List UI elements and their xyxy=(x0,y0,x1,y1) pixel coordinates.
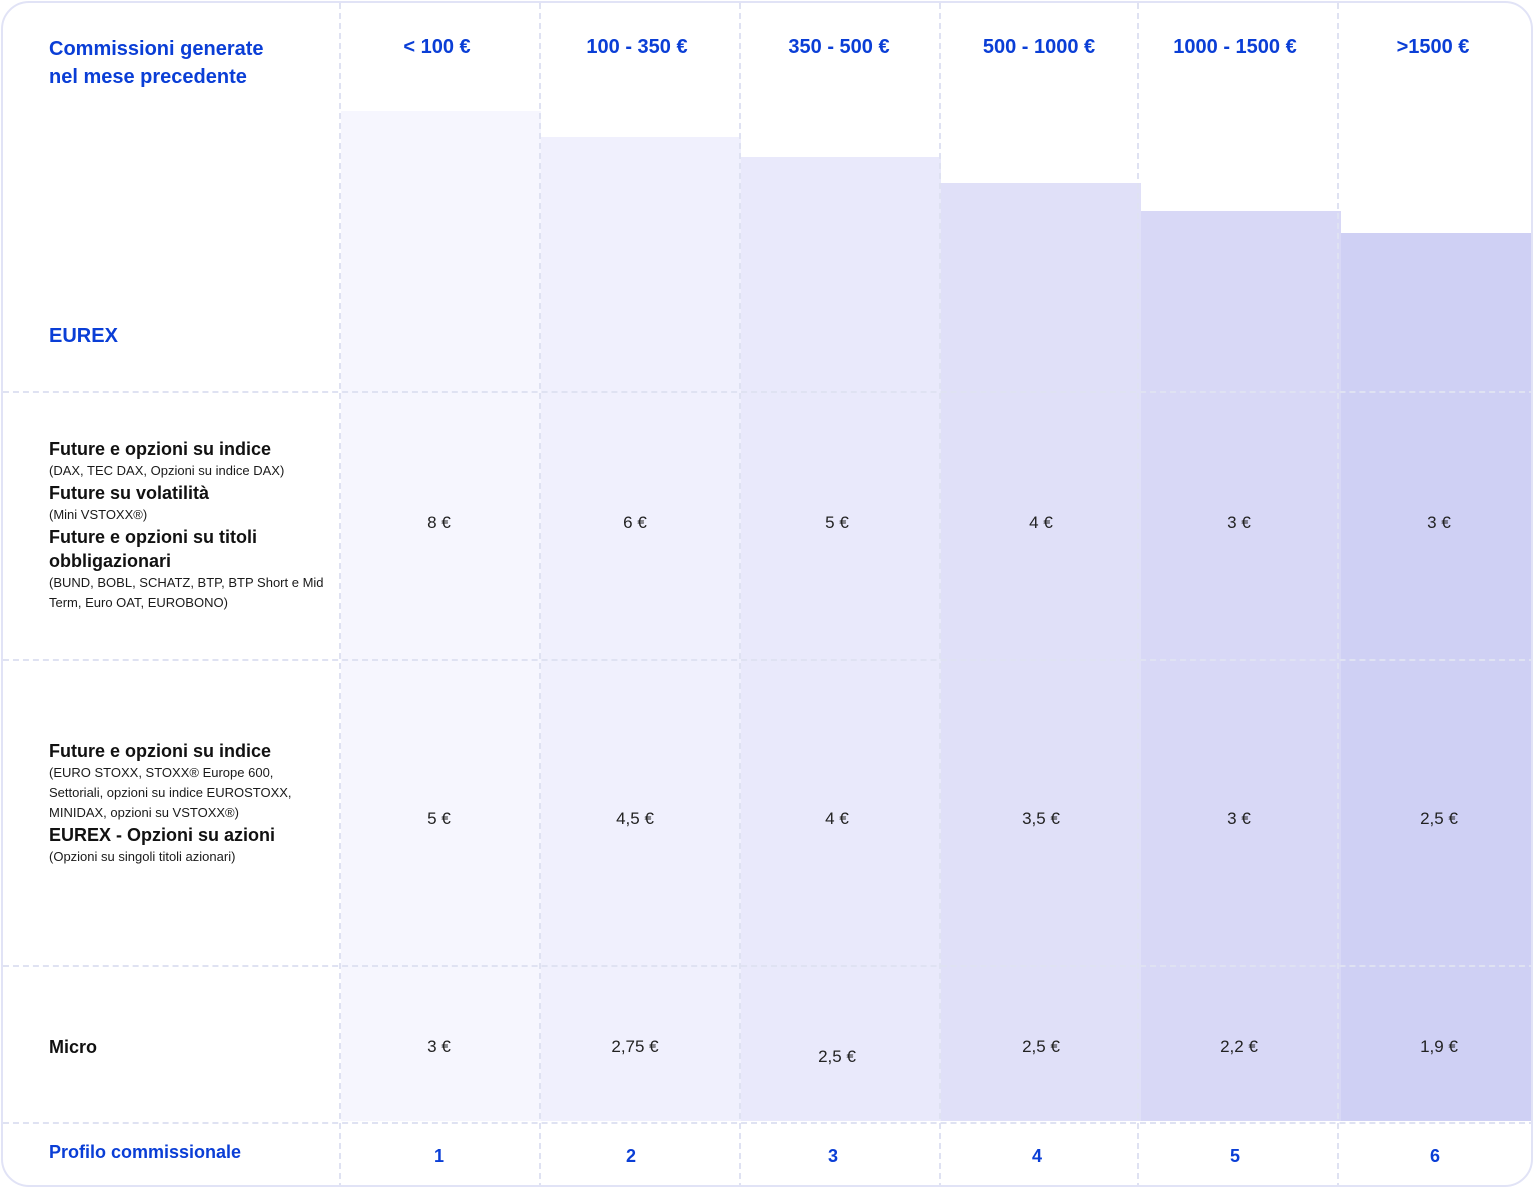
tier-bar-3 xyxy=(741,157,941,1121)
tier-bar-6 xyxy=(1341,233,1531,1121)
tier-header-1: < 100 € xyxy=(403,36,471,58)
group-title: Future e opzioni su titoli obbligazionar… xyxy=(49,527,257,571)
column-divider xyxy=(939,3,941,1185)
fee-value: 2,5 € xyxy=(1022,1037,1060,1056)
tier-bar-1 xyxy=(341,111,541,1121)
fee-value: 3 € xyxy=(1427,513,1451,532)
group-title: Micro xyxy=(49,1037,98,1057)
profile-label: Profilo commissionale xyxy=(49,1142,242,1162)
group-subtitle: (BUND, BOBL, SCHATZ, BTP, BTP Short e Mi… xyxy=(49,575,324,610)
row-divider xyxy=(3,965,1531,967)
profile-number: 5 xyxy=(1229,1146,1240,1166)
section-label: EUREX xyxy=(49,325,118,347)
group-title: Future su volatilità xyxy=(49,483,210,503)
header-line-2: nel mese precedente xyxy=(49,66,247,88)
profile-number: 1 xyxy=(433,1146,444,1166)
profile-number: 6 xyxy=(1429,1146,1440,1166)
header-line-1: Commissioni generate xyxy=(49,38,264,60)
tier-header-3: 350 - 500 € xyxy=(788,36,890,58)
row-divider xyxy=(3,1122,1531,1124)
group-subtitle: (Mini VSTOXX®) xyxy=(49,507,148,522)
fee-value: 4 € xyxy=(825,809,849,828)
fee-value: 4,5 € xyxy=(616,809,654,828)
group-title: Future e opzioni su indice xyxy=(49,741,272,761)
fee-value: 2,75 € xyxy=(611,1037,659,1056)
fee-value: 4 € xyxy=(1029,513,1053,532)
group-title: EUREX - Opzioni su azioni xyxy=(49,825,276,845)
group-subtitle: (Opzioni su singoli titoli azionari) xyxy=(49,849,236,864)
column-divider xyxy=(539,3,541,1185)
profile-number: 3 xyxy=(827,1146,838,1166)
fee-value: 8 € xyxy=(427,513,451,532)
fee-value: 3,5 € xyxy=(1022,809,1060,828)
fee-value: 2,5 € xyxy=(818,1047,856,1066)
fee-value: 5 € xyxy=(427,809,451,828)
group-title: Future e opzioni su indice xyxy=(49,439,272,459)
profile-number: 2 xyxy=(625,1146,636,1166)
profile-number: 4 xyxy=(1031,1146,1042,1166)
row-label-2: Future e opzioni su indice (EURO STOXX, … xyxy=(49,739,329,867)
fee-value: 2,2 € xyxy=(1220,1037,1258,1056)
fee-value: 3 € xyxy=(1227,809,1251,828)
fee-value: 6 € xyxy=(623,513,647,532)
row-label-1: Future e opzioni su indice (DAX, TEC DAX… xyxy=(49,437,329,613)
fee-value: 5 € xyxy=(825,513,849,532)
row-label-3: Micro xyxy=(49,1035,329,1059)
tier-bar-5 xyxy=(1141,211,1341,1121)
group-subtitle: (EURO STOXX, STOXX® Europe 600, Settoria… xyxy=(49,765,292,820)
column-divider xyxy=(339,3,341,1185)
fee-value: 1,9 € xyxy=(1420,1037,1458,1056)
row-divider xyxy=(3,391,1531,393)
header-commissions-label: Commissioni generate nel mese precedente xyxy=(49,35,319,91)
row-divider xyxy=(3,659,1531,661)
column-divider xyxy=(1137,3,1139,1185)
group-subtitle: (DAX, TEC DAX, Opzioni su indice DAX) xyxy=(49,463,285,478)
fee-value: 2,5 € xyxy=(1420,809,1458,828)
tier-header-2: 100 - 350 € xyxy=(586,36,688,58)
column-divider xyxy=(739,3,741,1185)
fee-value: 3 € xyxy=(427,1037,451,1056)
tier-bar-4 xyxy=(941,183,1141,1121)
tier-header-6: >1500 € xyxy=(1396,36,1470,58)
tier-header-5: 1000 - 1500 € xyxy=(1173,36,1297,58)
tier-bar-2 xyxy=(541,137,741,1121)
fee-value: 3 € xyxy=(1227,513,1251,532)
tier-header-4: 500 - 1000 € xyxy=(982,36,1096,58)
column-divider xyxy=(1337,3,1339,1185)
